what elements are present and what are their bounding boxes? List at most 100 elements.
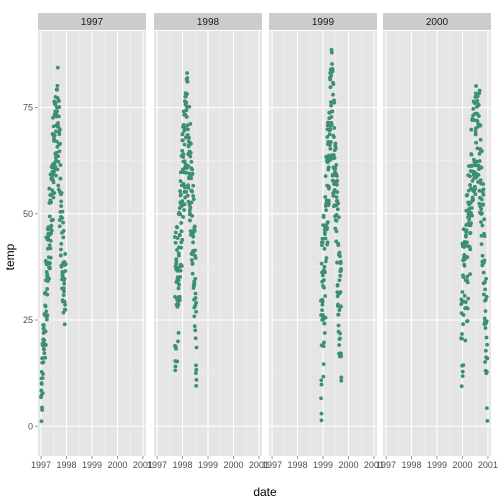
data-point [176, 286, 181, 291]
x-tick-label: 2001 [478, 460, 498, 470]
data-point [47, 243, 52, 248]
data-point [47, 214, 52, 219]
data-points [39, 65, 68, 424]
facet-strip-label: 1997 [81, 17, 104, 28]
data-point [477, 159, 482, 163]
data-point [475, 146, 480, 151]
data-point [39, 382, 44, 386]
x-tick-label: 1998 [57, 460, 77, 470]
data-point [178, 212, 183, 217]
data-point [328, 127, 333, 132]
data-point [194, 371, 198, 376]
data-point [180, 199, 185, 203]
data-point [43, 329, 48, 334]
data-point [193, 296, 198, 300]
data-point [49, 231, 54, 236]
data-point [40, 356, 45, 361]
data-point [324, 208, 328, 213]
data-point [42, 351, 47, 356]
data-point [62, 276, 67, 281]
data-point [319, 378, 324, 383]
data-point [477, 114, 481, 118]
data-point [180, 237, 185, 242]
data-point [321, 362, 326, 367]
data-point [184, 114, 189, 119]
data-point [178, 233, 182, 237]
data-point [55, 167, 60, 172]
data-point [194, 384, 199, 388]
data-point [189, 141, 193, 146]
data-point [482, 258, 487, 263]
data-point [328, 146, 333, 151]
data-point [57, 224, 62, 229]
data-point [181, 122, 186, 127]
data-point [331, 82, 336, 87]
data-point [188, 205, 193, 210]
data-point [322, 246, 327, 251]
data-point [479, 233, 484, 238]
data-point [41, 360, 46, 365]
data-point [338, 273, 343, 278]
data-point [185, 71, 190, 75]
facet-strip [154, 13, 262, 30]
data-point [462, 293, 467, 298]
data-point [55, 65, 60, 70]
data-point [43, 355, 48, 360]
data-point [323, 174, 328, 179]
data-point [176, 303, 181, 307]
data-point [465, 319, 470, 323]
x-tick-label: 1997 [147, 460, 167, 470]
data-point [461, 322, 465, 327]
data-point [178, 189, 182, 194]
data-point [481, 187, 486, 192]
data-point [461, 227, 466, 232]
data-point [319, 382, 324, 387]
data-point [484, 335, 489, 340]
data-point [330, 62, 334, 66]
data-point [57, 99, 61, 103]
data-point [61, 220, 65, 225]
x-tick-label: 1997 [376, 460, 396, 470]
data-point [190, 171, 195, 176]
data-point [471, 106, 476, 111]
data-point [468, 174, 472, 179]
data-point [468, 247, 473, 252]
data-point [332, 100, 337, 105]
data-point [52, 170, 56, 174]
data-point [335, 207, 340, 212]
data-point [190, 214, 195, 218]
data-point [337, 308, 342, 313]
data-point [481, 182, 486, 186]
data-point [58, 141, 63, 146]
data-point [187, 104, 192, 109]
data-point [192, 224, 197, 229]
data-point [332, 156, 337, 160]
data-point [335, 260, 339, 265]
data-point [473, 192, 478, 197]
data-point [483, 287, 488, 292]
data-point [338, 259, 343, 264]
data-point [460, 332, 464, 336]
data-point [473, 129, 478, 134]
data-point [182, 208, 186, 212]
data-point [337, 343, 342, 347]
data-point [51, 115, 55, 120]
data-point [177, 294, 182, 299]
data-point [43, 343, 48, 347]
data-point [61, 235, 66, 240]
facet-strip [38, 13, 146, 30]
data-point [323, 194, 328, 199]
data-point [175, 268, 180, 273]
x-tick-label: 2001 [249, 460, 269, 470]
data-point [336, 215, 341, 220]
data-point [194, 345, 199, 350]
data-point [481, 270, 486, 275]
data-point [469, 152, 474, 157]
data-point [468, 272, 472, 277]
data-point [192, 314, 197, 319]
data-point [475, 98, 480, 103]
data-point [191, 194, 196, 198]
data-point [465, 192, 470, 197]
data-point [184, 108, 189, 113]
